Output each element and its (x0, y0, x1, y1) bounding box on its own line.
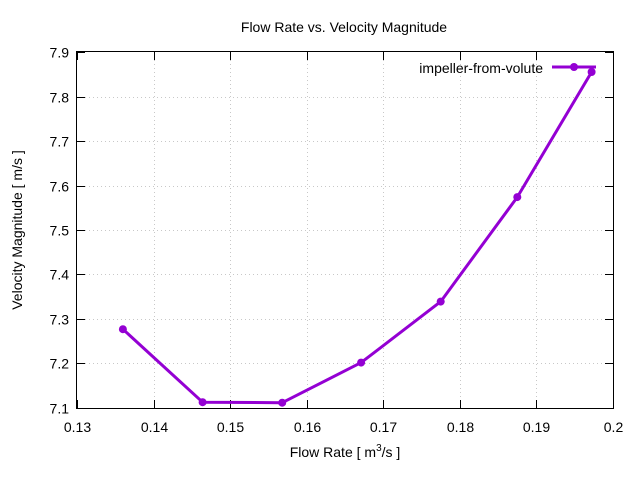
data-point (118, 325, 127, 334)
x-tick-label: 0.2 (604, 419, 624, 435)
series-line (121, 71, 593, 405)
x-tick-label: 0.13 (64, 419, 91, 435)
y-tick-label: 7.8 (50, 90, 70, 106)
legend-label: impeller-from-volute (419, 60, 543, 76)
x-tick-label: 0.14 (141, 419, 168, 435)
y-axis-label: Velocity Magnitude [ m/s ] (9, 150, 25, 310)
y-tick-label: 7.4 (50, 267, 70, 283)
data-point (278, 398, 287, 407)
x-tick-label: 0.19 (523, 419, 550, 435)
legend: impeller-from-volute (419, 60, 596, 76)
data-point (436, 297, 445, 306)
x-tick-label: 0.17 (370, 419, 397, 435)
legend-marker (570, 63, 578, 71)
data-point (587, 68, 596, 76)
y-tick-label: 7.2 (50, 356, 70, 372)
y-tick-label: 7.5 (50, 223, 70, 239)
x-tick-label: 0.18 (447, 419, 474, 435)
y-tick-label: 7.7 (50, 134, 70, 150)
y-tick-label: 7.3 (50, 312, 70, 328)
y-tick-label: 7.6 (50, 179, 70, 195)
axis-ticks: 0.13 0.14 0.15 0.16 0.17 0.18 0.19 0.2 7.1 7.2 7.3… (50, 45, 624, 436)
plot-frame (76, 51, 614, 409)
x-tick-label: 0.15 (217, 419, 244, 435)
data-point (198, 398, 207, 407)
chart-title: Flow Rate vs. Velocity Magnitude (241, 19, 447, 35)
x-tick-label: 0.16 (294, 419, 321, 435)
x-axis-label-prefix: Flow Rate [ m (290, 444, 376, 460)
data-point (513, 193, 522, 202)
series-layer (118, 68, 596, 407)
x-axis-label-superscript: 3 (376, 443, 382, 454)
grid (77, 52, 613, 408)
y-tick-label: 7.1 (50, 401, 70, 417)
data-point (357, 358, 366, 367)
x-axis-label-suffix: /s ] (382, 444, 401, 460)
y-tick-label: 7.9 (50, 45, 70, 61)
x-axis-label: Flow Rate [ m3/s ] (290, 443, 401, 460)
